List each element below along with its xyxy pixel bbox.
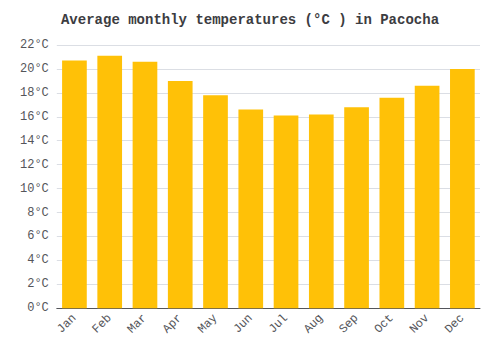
svg-text:10°C: 10°C [20, 182, 49, 196]
svg-text:14°C: 14°C [20, 134, 49, 148]
svg-text:20°C: 20°C [20, 62, 49, 76]
svg-text:Aug: Aug [301, 311, 326, 336]
svg-text:Apr: Apr [160, 311, 185, 336]
svg-text:2°C: 2°C [27, 277, 49, 291]
svg-text:Mar: Mar [125, 311, 150, 336]
svg-text:6°C: 6°C [27, 229, 49, 243]
svg-text:Average monthly temperatures (: Average monthly temperatures (°C ) in Pa… [61, 12, 440, 28]
svg-text:Nov: Nov [407, 311, 432, 336]
svg-text:May: May [195, 311, 220, 336]
svg-text:Jul: Jul [266, 311, 291, 336]
svg-text:8°C: 8°C [27, 206, 49, 220]
svg-text:Oct: Oct [372, 311, 397, 336]
svg-text:Feb: Feb [89, 311, 114, 336]
svg-text:22°C: 22°C [20, 38, 49, 52]
svg-text:Dec: Dec [442, 311, 467, 336]
svg-text:16°C: 16°C [20, 110, 49, 124]
svg-text:4°C: 4°C [27, 253, 49, 267]
svg-text:0°C: 0°C [27, 301, 49, 315]
svg-text:12°C: 12°C [20, 158, 49, 172]
svg-text:Jan: Jan [54, 311, 79, 336]
svg-text:Sep: Sep [336, 311, 361, 336]
svg-text:18°C: 18°C [20, 86, 49, 100]
svg-text:Jun: Jun [231, 311, 256, 336]
